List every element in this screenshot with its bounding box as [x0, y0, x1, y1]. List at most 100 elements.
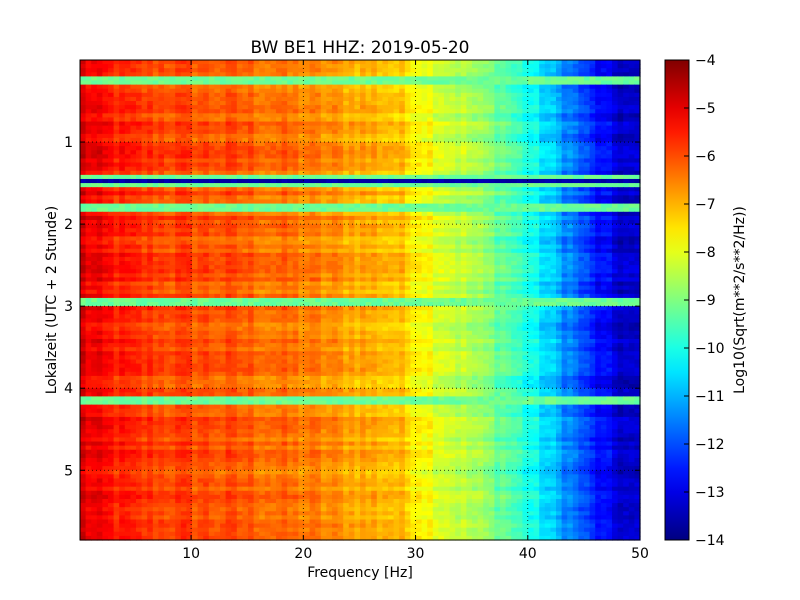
heatmap-cell — [192, 68, 199, 73]
heatmap-cell — [589, 105, 596, 110]
heatmap-cell — [404, 96, 411, 102]
heatmap-cell — [382, 76, 389, 82]
heatmap-cell — [175, 224, 182, 229]
heatmap-cell — [432, 211, 439, 217]
heatmap-cell — [259, 60, 266, 65]
heatmap-cell — [287, 64, 294, 69]
heatmap-cell — [276, 84, 283, 90]
heatmap-cell — [292, 146, 299, 151]
heatmap-cell — [231, 162, 238, 168]
heatmap-cell — [572, 211, 579, 217]
heatmap-cell — [438, 142, 445, 147]
heatmap-cell — [516, 142, 523, 147]
heatmap-cell — [360, 96, 367, 102]
heatmap-cell — [556, 195, 563, 201]
heatmap-cell — [432, 256, 439, 262]
heatmap-cell — [287, 146, 294, 151]
heatmap-cell — [315, 129, 322, 135]
heatmap-cell — [309, 64, 316, 69]
heatmap-cell — [298, 154, 305, 160]
heatmap-cell — [259, 187, 266, 192]
heatmap-cell — [360, 207, 367, 213]
heatmap-cell — [628, 125, 635, 131]
heatmap-cell — [606, 244, 613, 250]
heatmap-cell — [500, 261, 507, 266]
heatmap-cell — [393, 191, 400, 196]
heatmap-cell — [522, 236, 529, 242]
heatmap-cell — [623, 92, 630, 98]
heatmap-cell — [337, 162, 344, 168]
heatmap-cell — [253, 80, 260, 86]
heatmap-cell — [281, 80, 288, 86]
heatmap-cell — [606, 76, 613, 82]
heatmap-cell — [382, 174, 389, 180]
heatmap-cell — [360, 199, 367, 205]
heatmap-cell — [623, 195, 630, 201]
heatmap-cell — [292, 150, 299, 155]
heatmap-cell — [410, 170, 417, 176]
heatmap-cell — [438, 68, 445, 73]
heatmap-cell — [522, 72, 529, 78]
heatmap-cell — [119, 178, 126, 184]
heatmap-cell — [455, 174, 462, 180]
heatmap-cell — [292, 84, 299, 90]
heatmap-cell — [494, 199, 501, 205]
heatmap-cell — [427, 170, 434, 176]
heatmap-cell — [192, 137, 199, 143]
heatmap-cell — [550, 80, 557, 86]
heatmap-cell — [343, 92, 350, 98]
heatmap-cell — [600, 96, 607, 102]
heatmap-cell — [147, 195, 154, 201]
heatmap-cell — [589, 215, 596, 221]
heatmap-cell — [427, 150, 434, 155]
heatmap-cell — [192, 125, 199, 131]
heatmap-cell — [494, 109, 501, 114]
heatmap-cell — [214, 162, 221, 168]
heatmap-cell — [477, 117, 484, 123]
heatmap-cell — [136, 183, 143, 188]
heatmap-cell — [550, 125, 557, 131]
heatmap-cell — [539, 252, 546, 258]
heatmap-cell — [561, 142, 568, 147]
heatmap-cell — [147, 117, 154, 123]
heatmap-cell — [326, 68, 333, 73]
heatmap-cell — [354, 60, 361, 65]
heatmap-cell — [304, 88, 311, 94]
heatmap-cell — [197, 240, 204, 246]
heatmap-cell — [119, 195, 126, 201]
heatmap-cell — [466, 117, 473, 123]
heatmap-cell — [595, 154, 602, 160]
heatmap-cell — [410, 211, 417, 217]
heatmap-cell — [505, 178, 512, 184]
heatmap-cell — [623, 244, 630, 250]
heatmap-cell — [634, 199, 641, 205]
heatmap-cell — [500, 142, 507, 147]
heatmap-cell — [416, 162, 423, 168]
heatmap-cell — [337, 183, 344, 188]
heatmap-cell — [438, 195, 445, 201]
heatmap-cell — [595, 146, 602, 151]
heatmap-cell — [360, 60, 367, 65]
heatmap-cell — [158, 248, 165, 254]
heatmap-cell — [102, 158, 109, 164]
heatmap-cell — [85, 174, 92, 180]
heatmap-cell — [483, 166, 490, 172]
heatmap-cell — [376, 121, 383, 127]
heatmap-cell — [561, 68, 568, 73]
heatmap-cell — [449, 125, 456, 131]
heatmap-cell — [169, 158, 176, 164]
heatmap-cell — [634, 117, 641, 123]
heatmap-cell — [164, 64, 171, 69]
heatmap-cell — [304, 170, 311, 176]
heatmap-cell — [617, 146, 624, 151]
heatmap-cell — [600, 252, 607, 258]
heatmap-cell — [85, 64, 92, 69]
heatmap-cell — [488, 248, 495, 254]
heatmap-cell — [438, 261, 445, 266]
heatmap-cell — [460, 256, 467, 262]
heatmap-cell — [483, 92, 490, 98]
heatmap-cell — [410, 84, 417, 90]
heatmap-cell — [214, 252, 221, 258]
heatmap-cell — [348, 121, 355, 127]
heatmap-cell — [438, 76, 445, 82]
